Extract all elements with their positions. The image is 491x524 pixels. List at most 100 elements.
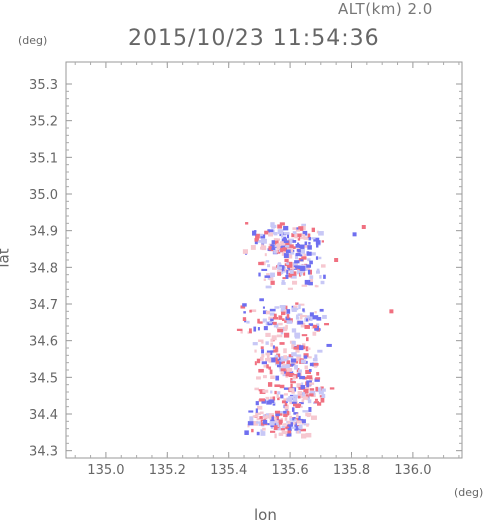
radar-pixel (295, 354, 302, 357)
radar-pixel (272, 316, 279, 320)
radar-pixel (258, 339, 264, 342)
radar-pixel (248, 328, 252, 334)
radar-pixel (301, 343, 306, 348)
radar-pixel (294, 332, 301, 338)
radar-pixel (283, 236, 287, 240)
radar-pixel (291, 246, 296, 249)
radar-pixel (309, 388, 315, 391)
radar-pixel (275, 412, 281, 417)
radar-pixel (294, 364, 298, 370)
radar-pixel (283, 326, 288, 332)
radar-pixel (290, 267, 297, 270)
radar-pixel (298, 244, 305, 249)
radar-pixel (302, 396, 308, 400)
radar-pixel (242, 249, 249, 254)
radar-pixel (317, 402, 322, 406)
radar-pixel (273, 349, 278, 353)
radar-pixel (270, 375, 275, 380)
radar-pixel (302, 315, 307, 318)
radar-pixel (272, 321, 277, 325)
lat-tick-label: 35.2 (29, 115, 58, 130)
radar-pixel (285, 373, 291, 377)
radar-pixel (318, 231, 324, 236)
radar-pixel (286, 360, 291, 365)
radar-pixel (291, 401, 297, 404)
lon-tick-label: 135.2 (149, 463, 186, 478)
radar-pixel (296, 420, 302, 424)
radar-pixel (263, 414, 266, 417)
radar-pixel (280, 368, 286, 372)
radar-pixel (275, 360, 280, 364)
radar-pixel (313, 362, 319, 366)
lat-tick-label: 34.7 (29, 298, 58, 313)
radar-pixel (279, 244, 286, 249)
radar-pixel (298, 265, 304, 269)
radar-pixel (293, 417, 296, 420)
radar-pixel (313, 237, 320, 242)
radar-pixel (311, 252, 316, 256)
radar-pixel (256, 421, 261, 424)
radar-pixel (274, 306, 280, 309)
radar-pixel (268, 366, 272, 370)
radar-pixel (272, 266, 277, 270)
radar-pixel (286, 314, 290, 319)
radar-pixel (300, 428, 306, 432)
radar-pixel (282, 359, 286, 364)
radar-pixel (275, 356, 278, 362)
radar-pixel (253, 420, 258, 426)
radar-pixel (281, 430, 288, 435)
radar-pixel (283, 332, 290, 338)
radar-pixel (258, 239, 264, 243)
radar-pixel (280, 372, 285, 375)
radar-pixel (274, 354, 278, 358)
radar-pixel (293, 346, 300, 350)
radar-pixel (261, 245, 267, 251)
radar-pixel (305, 346, 309, 352)
radar-pixel (292, 417, 295, 421)
radar-pixel (312, 315, 319, 320)
radar-pixel (291, 426, 296, 429)
radar-pixel (315, 387, 322, 393)
radar-pixel (290, 363, 295, 366)
radar-pixel (283, 231, 290, 235)
radar-pixel (295, 316, 300, 320)
radar-pixel (242, 317, 247, 321)
radar-pixel (262, 310, 268, 315)
radar-pixel (279, 233, 283, 237)
radar-pixel (266, 273, 270, 276)
radar-pixel (273, 249, 277, 254)
radar-pixel (282, 423, 286, 426)
radar-pixel (283, 253, 289, 258)
radar-pixel (306, 423, 309, 427)
radar-pixel (320, 280, 325, 285)
radar-pixel (286, 262, 290, 265)
radar-pixel (262, 306, 265, 309)
radar-pixel (318, 390, 324, 395)
radar-pixel (293, 412, 298, 415)
lat-tick-label: 34.4 (29, 408, 58, 423)
radar-pixel (252, 342, 258, 346)
radar-pixel (301, 225, 306, 231)
radar-pixel (277, 391, 281, 395)
radar-pixel (307, 245, 312, 250)
radar-pixel (270, 350, 274, 353)
radar-pixel (259, 398, 266, 402)
radar-pixel (260, 431, 266, 436)
radar-pixel (265, 285, 272, 289)
radar-pixel (295, 414, 299, 418)
radar-pixel (265, 357, 271, 362)
radar-pixel (270, 222, 275, 228)
radar-pixel (291, 340, 296, 346)
radar-pixel (276, 246, 281, 249)
radar-pixel (270, 357, 276, 363)
lat-tick-label: 35.1 (29, 151, 58, 166)
radar-pixel (258, 261, 264, 266)
radar-pixel (268, 232, 274, 237)
radar-pixel (255, 233, 260, 239)
radar-pixel (286, 269, 289, 275)
radar-pixel (309, 377, 314, 381)
radar-pixel (286, 369, 291, 375)
radar-pixel (289, 425, 292, 429)
radar-pixel (301, 433, 307, 439)
timestamp-title: 2015/10/23 11:54:36 (128, 26, 380, 51)
